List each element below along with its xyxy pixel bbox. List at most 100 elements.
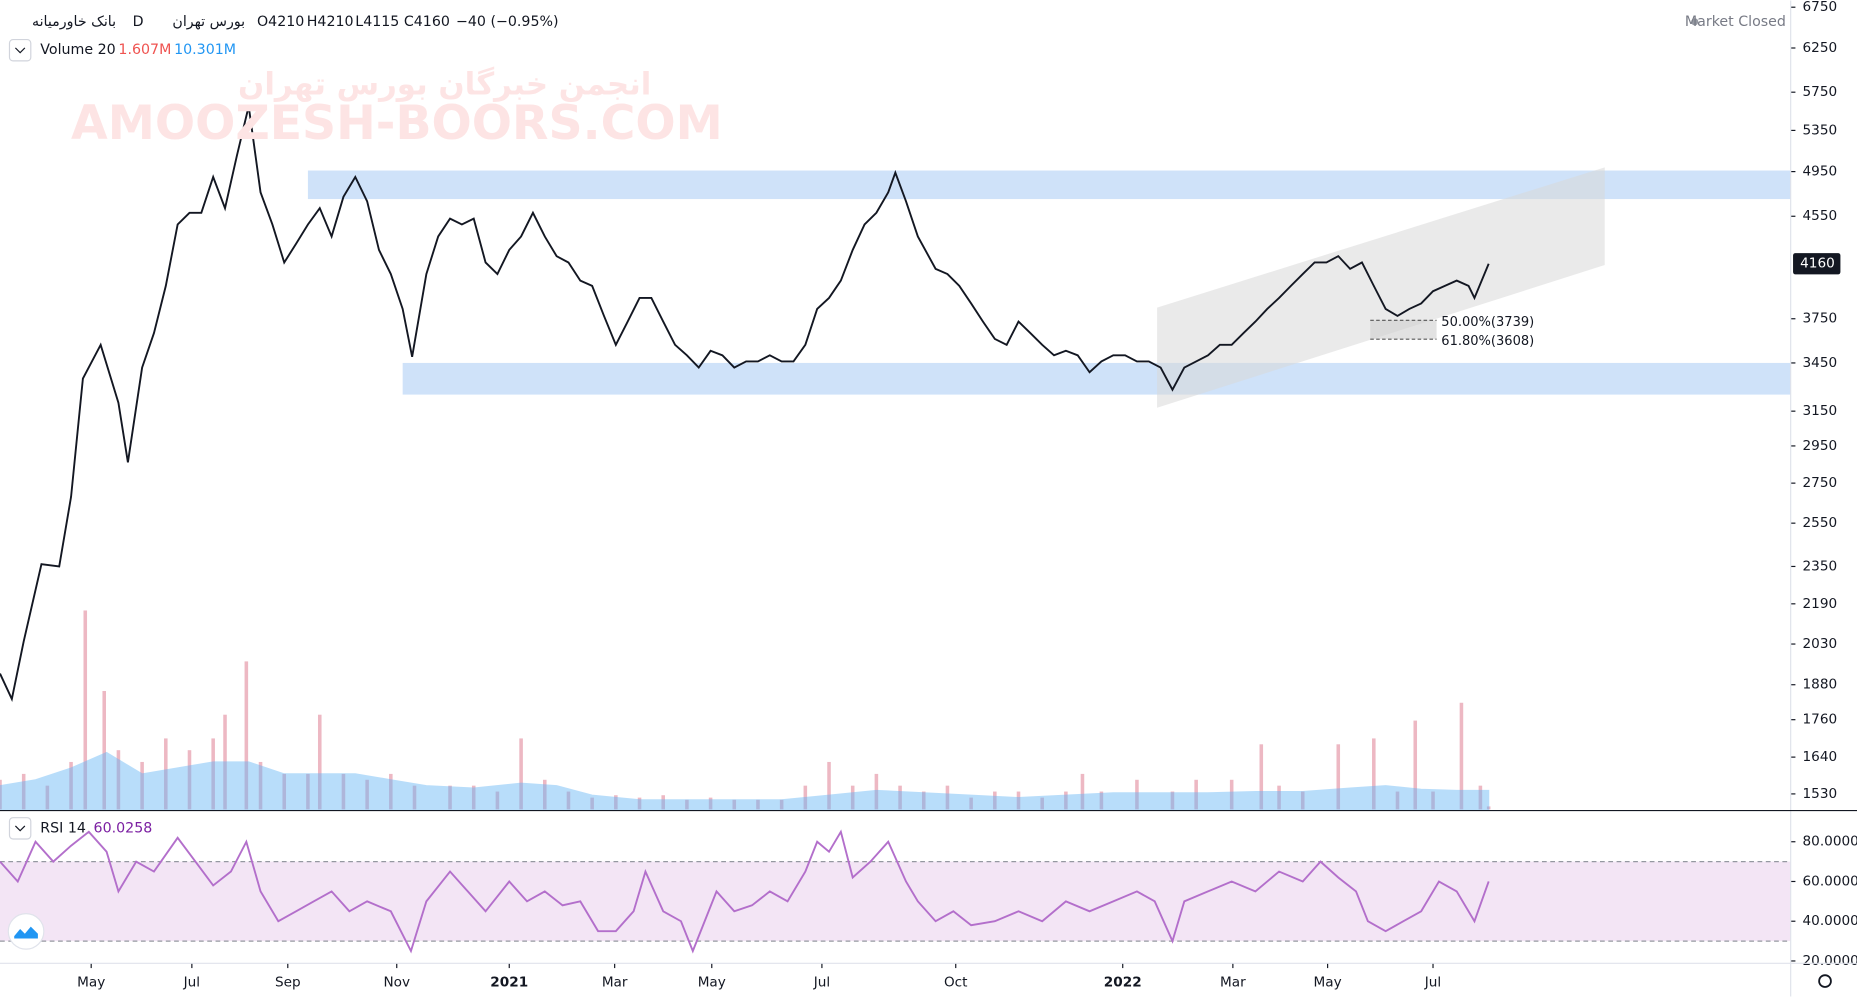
volume-pane [0, 610, 1491, 810]
y-tick-label: 1880 [1803, 677, 1838, 693]
rsi-title: RSI 14 [40, 820, 86, 836]
volume-bar [389, 773, 393, 810]
volume-bar [921, 791, 926, 810]
volume-bar [448, 785, 452, 810]
price-line [0, 105, 1490, 703]
volume-bar [244, 661, 249, 810]
y-tick-label: 2550 [1803, 515, 1838, 531]
volume-bar [341, 773, 346, 810]
y-tick-label: 2350 [1803, 558, 1838, 574]
volume-bar [0, 779, 2, 810]
volume-bar [1194, 779, 1198, 810]
y-tick-label: 6750 [1803, 0, 1838, 15]
x-tick-label: Jul [183, 974, 200, 990]
volume-bar [1478, 785, 1483, 810]
x-tick-label: May [1314, 974, 1342, 990]
volume-bar [1277, 785, 1281, 810]
volume-bar [1413, 720, 1418, 810]
rsi-tick-label: 60.0000 [1803, 873, 1857, 889]
volume-value: 1.607M [118, 42, 171, 58]
volume-bar [1040, 797, 1044, 810]
volume-bar [590, 797, 594, 810]
volume-bar [365, 779, 369, 810]
volume-bar [1431, 791, 1435, 810]
axes: 6750 6250 5750 5350 4950 4550 3750 3450 3150 2950… [77, 0, 1857, 990]
volume-bar [1016, 791, 1021, 810]
x-tick-label: 2021 [490, 974, 528, 990]
volume-bar [187, 750, 192, 810]
volume-title: Volume 20 [40, 42, 115, 58]
volume-bar [471, 785, 476, 810]
volume-bar [102, 690, 106, 810]
volume-bar [685, 799, 689, 810]
y-tick-label: 4950 [1803, 164, 1838, 180]
volume-bar [1486, 806, 1491, 810]
volume-bar [898, 785, 902, 810]
x-tick-label: Jul [813, 974, 830, 990]
status-dot [1691, 18, 1699, 26]
volume-bar [45, 785, 50, 810]
volume-ma-value: 10.301M [174, 42, 236, 58]
collapse-button[interactable] [8, 817, 32, 840]
volume-bar [211, 738, 215, 810]
volume-bar [69, 761, 73, 810]
volume-bar [993, 791, 997, 810]
volume-bar [732, 799, 737, 810]
y-tick-label: 3450 [1803, 355, 1838, 371]
rsi-tick-label: 40.0000 [1803, 913, 1857, 929]
rsi-pane [0, 829, 1791, 954]
y-tick-label: 2750 [1803, 475, 1838, 491]
zone [402, 362, 1791, 395]
last-price-box [1793, 253, 1841, 275]
volume-bar [1099, 791, 1104, 810]
volume-bar [1395, 791, 1400, 810]
volume-bar [519, 738, 523, 810]
logo-button[interactable] [7, 913, 45, 950]
volume-bar [1229, 779, 1234, 810]
y-tick-label: 3150 [1803, 403, 1838, 419]
volume-bar [164, 738, 168, 810]
y-tick-label: 4550 [1803, 208, 1838, 224]
volume-bar [803, 785, 808, 810]
rsi-band [0, 861, 1791, 942]
volume-bar [1336, 744, 1341, 810]
volume-bar [566, 791, 571, 810]
fib-zone [1370, 320, 1437, 340]
x-tick-label: 2022 [1104, 974, 1142, 990]
volume-bar [21, 773, 26, 810]
y-tick-label: 2190 [1803, 596, 1838, 612]
rsi-value: 60.0258 [94, 820, 153, 836]
volume-bar [1064, 791, 1068, 810]
last-price-label: 4160 [1800, 256, 1835, 272]
volume-bar [850, 785, 855, 810]
x-tick-label: Oct [944, 974, 968, 990]
market-status: Market Closed [1685, 14, 1786, 30]
volume-bar [116, 750, 121, 810]
watermark: AMOOZESH-BOORS.COM [71, 96, 723, 151]
drawings: 50.00%(3739) 61.80%(3608) [307, 167, 1791, 408]
volume-bar [1459, 702, 1464, 810]
y-tick-label: 3750 [1803, 311, 1838, 327]
open: O4210 [257, 14, 304, 30]
high: H4210 [307, 14, 354, 30]
symbol-title: بانک خاورمیانه [32, 14, 116, 30]
y-tick-label: 5750 [1803, 84, 1838, 100]
y-tick-label: 5350 [1803, 122, 1838, 138]
fib-label: 61.80%(3608) [1441, 334, 1534, 349]
volume-bar [1259, 744, 1264, 810]
channel [1157, 167, 1605, 408]
volume-ma [0, 751, 1490, 810]
y-tick-label: 6250 [1803, 40, 1838, 56]
collapse-button[interactable] [8, 38, 32, 62]
volume-bar [223, 714, 227, 810]
settings-button[interactable] [1818, 974, 1832, 988]
volume-bar [282, 773, 287, 810]
watermark: انجمن خبرگان بورس تهران [238, 66, 651, 102]
x-tick-label: Mar [1220, 974, 1246, 990]
volume-bar [945, 785, 950, 810]
x-tick-label: Nov [383, 974, 410, 990]
volume-bar [637, 797, 642, 810]
